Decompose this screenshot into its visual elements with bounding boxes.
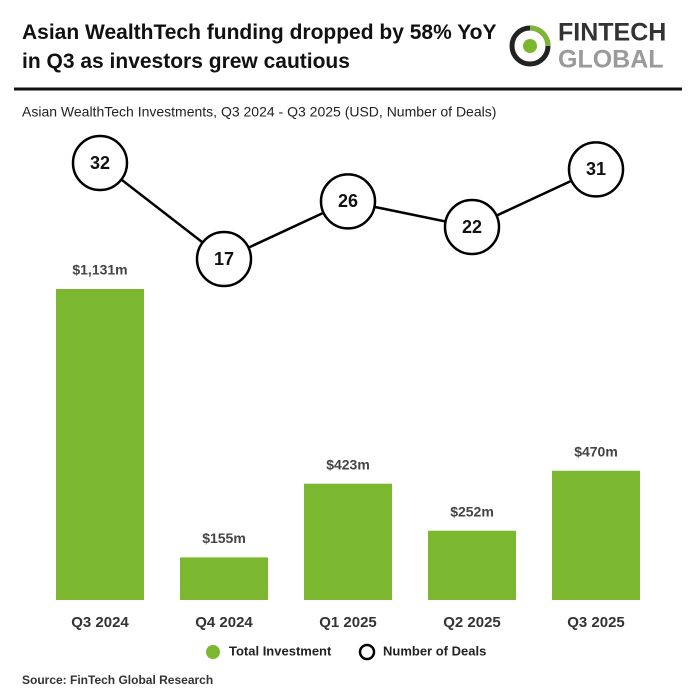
data-label: $423m bbox=[326, 456, 370, 472]
bar bbox=[428, 530, 516, 600]
x-tick-label: Q3 2025 bbox=[567, 614, 625, 631]
data-label: $1,131m bbox=[72, 262, 127, 278]
data-label: $155m bbox=[202, 530, 246, 546]
data-label: $252m bbox=[450, 503, 494, 519]
chart-title: Asian WealthTech funding dropped by 58% … bbox=[22, 21, 497, 73]
x-tick-label: Q4 2024 bbox=[195, 614, 253, 631]
bar bbox=[56, 289, 144, 600]
legend-swatch bbox=[358, 643, 376, 661]
logo-text: FINTECH bbox=[558, 19, 666, 47]
point bbox=[71, 134, 129, 192]
logo-arc bbox=[529, 25, 551, 47]
x-tick-label: Q1 2025 bbox=[319, 614, 377, 631]
point bbox=[567, 141, 625, 198]
chart-subtitle: Asian WealthTech Investments, Q3 2024 - … bbox=[22, 104, 496, 120]
point bbox=[195, 230, 253, 288]
legend-label: Number of Deals bbox=[383, 643, 486, 658]
data-label: 22 bbox=[462, 217, 482, 237]
source: Source: FinTech Global Research bbox=[22, 673, 213, 687]
data-label: 26 bbox=[338, 191, 358, 211]
data-label: 31 bbox=[586, 159, 606, 179]
logo-text: GLOBAL bbox=[558, 46, 664, 74]
bar bbox=[552, 470, 640, 600]
legend-label: Total Investment bbox=[229, 643, 332, 658]
logo: FINTECH GLOBAL bbox=[509, 19, 666, 74]
data-label: $470m bbox=[574, 443, 618, 459]
bar bbox=[180, 557, 268, 600]
data-label: 32 bbox=[90, 153, 110, 173]
x-tick-label: Q2 2025 bbox=[443, 614, 501, 631]
point bbox=[319, 173, 377, 230]
point bbox=[443, 198, 501, 256]
data-label: 17 bbox=[214, 249, 234, 269]
x-tick-label: Q3 2024 bbox=[71, 614, 129, 631]
logo-dot bbox=[523, 39, 537, 53]
legend-swatch bbox=[206, 645, 220, 659]
bar bbox=[304, 483, 392, 600]
